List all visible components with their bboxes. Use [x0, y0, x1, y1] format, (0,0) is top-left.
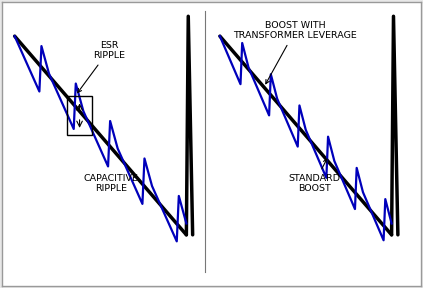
Text: STANDARD
BOOST: STANDARD BOOST — [288, 159, 340, 194]
Text: ESR
RIPPLE: ESR RIPPLE — [78, 41, 125, 92]
Text: CAPACITIVE
RIPPLE: CAPACITIVE RIPPLE — [84, 174, 138, 194]
Text: BOOST WITH
TRANSFORMER LEVERAGE: BOOST WITH TRANSFORMER LEVERAGE — [233, 21, 357, 84]
Bar — [67, 96, 92, 135]
